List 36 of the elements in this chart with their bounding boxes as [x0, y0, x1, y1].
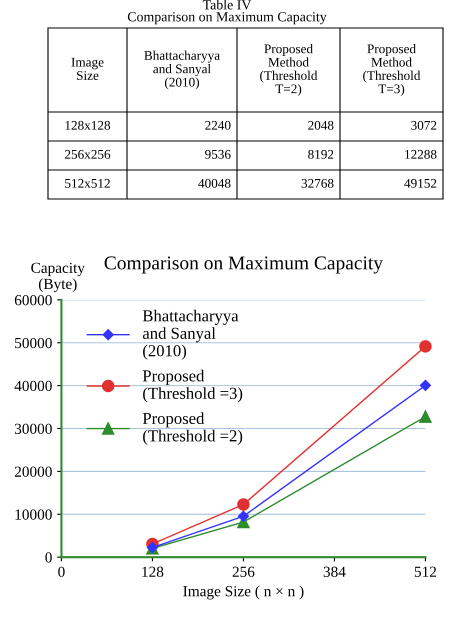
text: 3072	[411, 120, 436, 130]
text: Proposed Method (Threshold T=3)	[363, 44, 420, 96]
text: 512x512	[65, 178, 110, 188]
text: 9536	[205, 150, 231, 159]
x-tick-label: 256	[232, 566, 254, 577]
text: 2240	[205, 120, 230, 130]
legend-label: Bhattacharyya and Sanyal (2010)	[142, 310, 238, 360]
y-tick-label: 50000	[15, 338, 52, 348]
text: Image Size	[71, 58, 104, 80]
text: 256x256	[64, 150, 110, 159]
y-tick-label: 60000	[14, 295, 52, 306]
x-tick-label: 512	[414, 566, 436, 577]
y-tick-label: 10000	[16, 509, 52, 520]
text: Bhattacharyya and Sanyal (2010)	[144, 50, 220, 90]
text: 32768	[302, 178, 334, 188]
x-tick-label: 0	[58, 566, 65, 577]
x-tick-label: 384	[324, 566, 346, 577]
x-axis-title: Image Size ( n × n )	[183, 586, 304, 600]
y-tick-label: 0	[45, 552, 52, 563]
text: 49152	[404, 178, 436, 188]
x-tick-label: 128	[142, 566, 164, 577]
y-axis-title: Capacity (Byte)	[31, 262, 85, 292]
text: 8192	[308, 150, 334, 159]
text: 12288	[405, 150, 436, 159]
legend-label: Proposed (Threshold =2)	[142, 412, 242, 445]
y-tick-label: 20000	[14, 466, 52, 477]
text: Table IV	[202, 0, 252, 10]
y-tick-label: 40000	[14, 380, 52, 392]
chart-title: Comparison on Maximum Capacity	[104, 256, 383, 274]
text: 40048	[198, 178, 230, 188]
text: Comparison on Maximum Capacity	[128, 12, 327, 24]
legend-label: Proposed (Threshold =3)	[142, 370, 242, 402]
text: 2048	[308, 120, 334, 130]
y-tick-label: 30000	[14, 424, 52, 434]
text: 128x128	[66, 120, 110, 130]
text: Proposed Method (Threshold T=2)	[260, 44, 318, 96]
